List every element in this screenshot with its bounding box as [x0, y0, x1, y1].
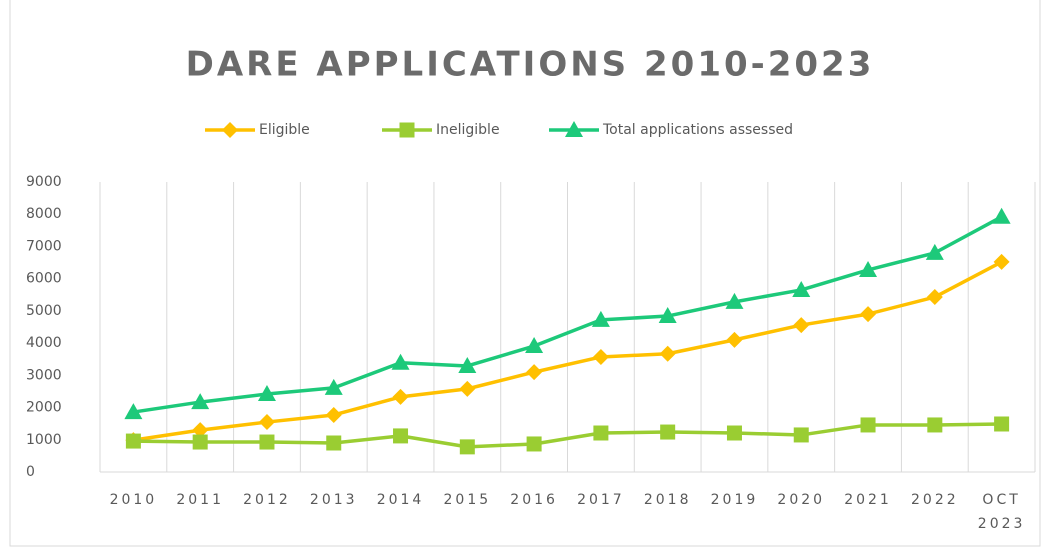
x-tick-label: 2012: [243, 492, 291, 508]
y-tick-label: 6000: [26, 271, 62, 287]
x-tick-label: OCT 2023: [978, 492, 1026, 532]
x-tick-label: 2011: [176, 492, 224, 508]
marker: [191, 393, 210, 410]
y-tick-label: 9000: [26, 174, 62, 190]
marker: [565, 121, 583, 137]
marker: [658, 307, 677, 324]
marker: [391, 353, 410, 370]
marker: [459, 380, 476, 397]
marker: [259, 434, 275, 450]
marker: [192, 422, 209, 439]
y-tick-label: 2000: [26, 400, 62, 416]
legend-label: Eligible: [259, 122, 310, 138]
y-tick-label: 5000: [26, 303, 62, 319]
marker: [525, 337, 544, 354]
marker: [793, 427, 809, 443]
marker: [222, 122, 238, 138]
marker: [326, 435, 342, 451]
marker: [994, 416, 1010, 432]
marker: [526, 436, 542, 452]
x-tick-label: 2017: [577, 492, 625, 508]
x-tick-label: 2014: [377, 492, 425, 508]
marker: [992, 207, 1011, 224]
line: [133, 215, 1003, 414]
marker: [125, 433, 141, 449]
marker: [993, 253, 1010, 270]
x-tick-label: 2021: [844, 492, 892, 508]
marker: [399, 122, 415, 138]
marker: [324, 378, 343, 395]
marker: [660, 424, 676, 440]
chart-title: DARE APPLICATIONS 2010-2023: [186, 45, 875, 85]
x-tick-label: 2022: [911, 492, 959, 508]
y-tick-label: 3000: [26, 367, 62, 383]
marker: [659, 345, 676, 362]
x-tick-label: 2013: [310, 492, 358, 508]
y-tick-label: 7000: [26, 238, 62, 254]
marker: [926, 289, 943, 306]
marker: [726, 331, 743, 348]
marker: [124, 403, 143, 420]
marker: [859, 260, 878, 277]
marker: [459, 439, 475, 455]
x-tick-label: 2010: [110, 492, 158, 508]
marker: [726, 425, 742, 441]
x-tick-label: 2018: [644, 492, 692, 508]
marker: [792, 280, 811, 297]
marker: [393, 428, 409, 444]
x-tick-label: 2015: [444, 492, 492, 508]
y-tick-label: 4000: [26, 335, 62, 351]
line: [133, 422, 1002, 449]
marker: [860, 306, 877, 323]
x-tick-label: 2020: [777, 492, 825, 508]
marker: [458, 356, 477, 373]
x-tick-label: 2016: [510, 492, 558, 508]
marker: [925, 243, 944, 260]
marker: [526, 364, 543, 381]
marker: [793, 317, 810, 334]
legend-label: Ineligible: [436, 122, 500, 138]
marker: [325, 406, 342, 423]
marker: [257, 385, 276, 402]
legend-label: Total applications assessed: [602, 122, 793, 138]
y-tick-label: 1000: [26, 432, 62, 448]
marker: [860, 417, 876, 433]
marker: [927, 417, 943, 433]
marker: [591, 310, 610, 327]
marker: [392, 388, 409, 405]
marker: [592, 348, 609, 365]
y-tick-label: 8000: [26, 206, 62, 222]
x-tick-label: 2019: [711, 492, 759, 508]
line: [133, 260, 1003, 442]
marker: [593, 425, 609, 441]
marker: [725, 292, 744, 309]
y-tick-label: 0: [26, 464, 35, 480]
marker: [258, 414, 275, 431]
marker: [192, 434, 208, 450]
